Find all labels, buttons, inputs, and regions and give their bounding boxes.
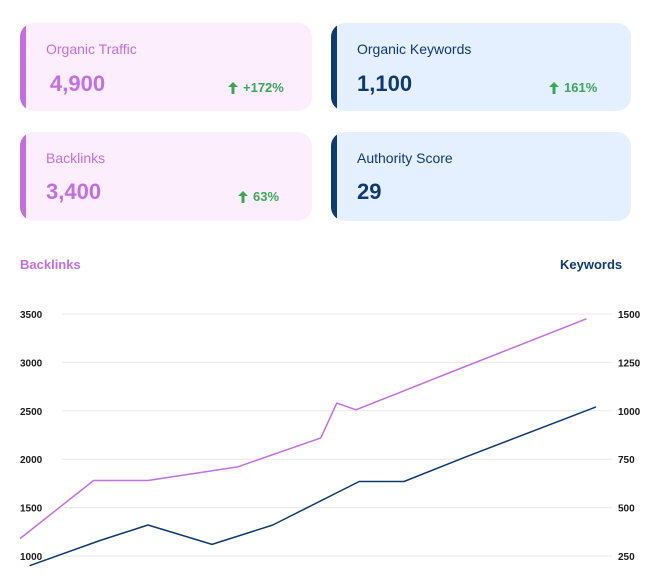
arrow-up-icon	[228, 81, 238, 94]
right-tick-label: 500	[618, 504, 635, 515]
series-line-backlinks	[19, 318, 587, 540]
left-tick-label: 2000	[20, 455, 43, 466]
right-tick-label: 1500	[618, 310, 641, 321]
delta-value: 63%	[253, 189, 280, 204]
left-tick-label: 1000	[20, 552, 43, 563]
arrow-up-icon	[549, 81, 559, 94]
delta-badge: 63%	[238, 189, 279, 204]
right-tick-label: 250	[618, 552, 635, 563]
right-tick-label: 750	[618, 455, 635, 466]
card-backlinks: Backlinks 3,400 63%	[20, 132, 312, 221]
card-value: 3,400	[46, 179, 102, 204]
card-label: Authority Score	[357, 150, 453, 166]
card-value: 4,900	[50, 71, 106, 96]
card-authority-score: Authority Score 29	[331, 132, 631, 221]
right-tick-label: 1250	[618, 358, 641, 369]
card-value: 1,100	[357, 71, 413, 96]
card-label: Organic Keywords	[357, 41, 472, 57]
delta-badge: 161%	[549, 80, 597, 95]
card-organic-keywords: Organic Keywords 1,100 161%	[331, 23, 631, 111]
right-axis-title: Keywords	[560, 257, 623, 272]
delta-value: +172%	[243, 80, 284, 95]
card-label: Organic Traffic	[46, 41, 137, 57]
card-value: 29	[357, 179, 382, 204]
left-tick-label: 2500	[20, 407, 43, 418]
card-organic-traffic: Organic Traffic 4,900 +172%	[20, 23, 312, 111]
left-tick-label: 3000	[20, 358, 43, 369]
left-axis-title: Backlinks	[20, 257, 81, 272]
series-line-keywords	[29, 406, 597, 567]
right-tick-label: 1000	[618, 407, 641, 418]
delta-value: 161%	[564, 80, 598, 95]
delta-badge: +172%	[228, 80, 284, 95]
left-tick-label: 3500	[20, 310, 43, 321]
arrow-up-icon	[238, 190, 248, 203]
left-tick-label: 1500	[20, 504, 43, 515]
card-label: Backlinks	[46, 150, 106, 166]
